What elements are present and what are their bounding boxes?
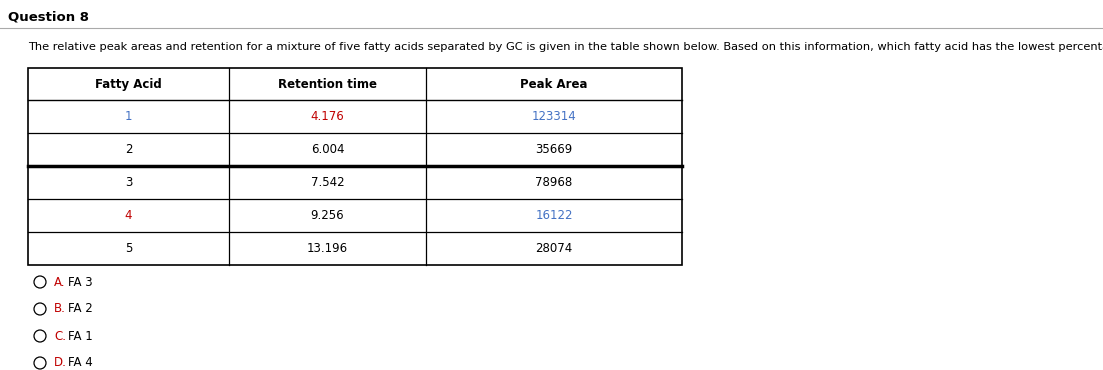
Text: 28074: 28074 [535,242,572,255]
Text: 13.196: 13.196 [307,242,349,255]
Text: 4: 4 [125,209,132,222]
Text: B.: B. [54,303,66,316]
Text: C.: C. [54,330,66,343]
Text: 123314: 123314 [532,110,577,123]
Text: Fatty Acid: Fatty Acid [95,77,162,91]
Text: Peak Area: Peak Area [521,77,588,91]
Text: 6.004: 6.004 [311,143,344,156]
Text: 78968: 78968 [535,176,572,189]
Text: 9.256: 9.256 [311,209,344,222]
Text: 2: 2 [125,143,132,156]
Text: 1: 1 [125,110,132,123]
Bar [28,68,682,265]
Text: 16122: 16122 [535,209,572,222]
Text: Retention time: Retention time [278,77,377,91]
Text: 3: 3 [125,176,132,189]
Text: 4.176: 4.176 [311,110,344,123]
Text: FA 2: FA 2 [68,303,93,316]
Text: FA 1: FA 1 [68,330,93,343]
Text: A.: A. [54,276,65,289]
Text: 35669: 35669 [535,143,572,156]
Text: The relative peak areas and retention for a mixture of five fatty acids separate: The relative peak areas and retention fo… [28,42,1103,52]
Text: D.: D. [54,357,67,370]
Text: 7.542: 7.542 [311,176,344,189]
Text: Question 8: Question 8 [8,10,89,23]
Text: 5: 5 [125,242,132,255]
Text: FA 4: FA 4 [68,357,93,370]
Text: FA 3: FA 3 [68,276,93,289]
